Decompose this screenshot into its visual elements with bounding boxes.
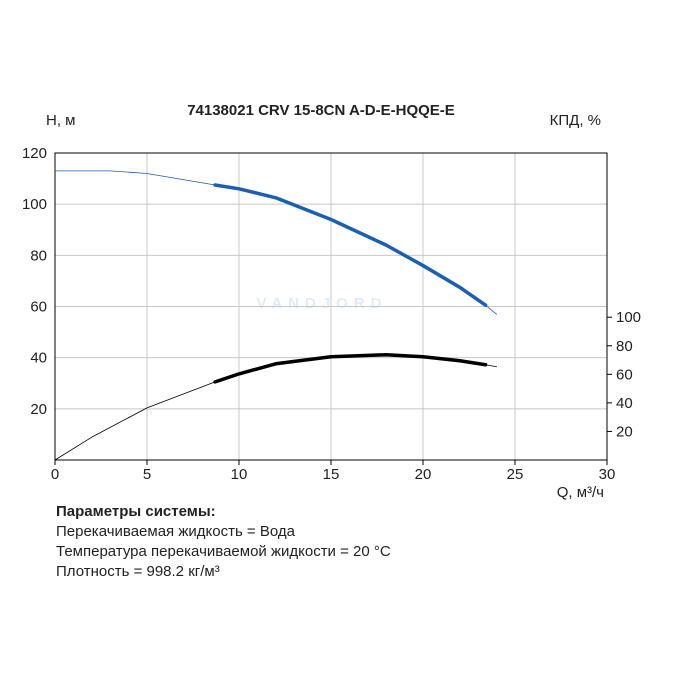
- y2-tick-label: 60: [616, 366, 633, 383]
- y-tick-label: 20: [30, 401, 47, 418]
- y-tick-label: 100: [22, 196, 47, 213]
- chart: 74138021 CRV 15-8CN A-D-E-HQQE-E H, м КП…: [22, 102, 641, 500]
- y-tick-label: 80: [30, 247, 47, 264]
- y2-tick-label: 40: [616, 395, 633, 412]
- system-parameters: Параметры системы: Перекачиваемая жидкос…: [56, 502, 391, 582]
- curve: [54, 354, 498, 461]
- x-tick-label: 25: [507, 466, 524, 483]
- curve: [213, 183, 488, 307]
- curve: [54, 170, 498, 315]
- x-tick-label: 20: [415, 466, 432, 483]
- x-tick-label: 30: [599, 466, 616, 483]
- x-tick-label: 15: [323, 466, 340, 483]
- y2-tick-label: 20: [616, 423, 633, 440]
- y-tick-label: 40: [30, 350, 47, 367]
- parameters-heading: Параметры системы:: [56, 503, 216, 520]
- plot-frame: [54, 152, 608, 461]
- y-tick-label: 60: [30, 299, 47, 316]
- chart-title: 74138021 CRV 15-8CN A-D-E-HQQE-E: [187, 102, 455, 119]
- parameter-line: Температура перекачиваемой жидкости = 20…: [56, 543, 391, 560]
- parameter-line: Перекачиваемая жидкость = Вода: [56, 523, 295, 540]
- y2-tick-label: 80: [616, 338, 633, 355]
- y-tick-label: 120: [22, 145, 47, 162]
- x-tick-label: 5: [143, 466, 151, 483]
- x-tick-label: 0: [51, 466, 59, 483]
- curve: [213, 353, 488, 384]
- watermark: VANDJORD: [256, 295, 387, 312]
- parameter-line: Плотность = 998.2 кг/м³: [56, 563, 220, 580]
- y-axis-label: H, м: [46, 112, 75, 129]
- y2-tick-label: 100: [616, 309, 641, 326]
- x-tick-label: 10: [231, 466, 248, 483]
- y2-axis-label: КПД, %: [550, 112, 601, 129]
- x-axis-label: Q, м³/ч: [557, 484, 604, 500]
